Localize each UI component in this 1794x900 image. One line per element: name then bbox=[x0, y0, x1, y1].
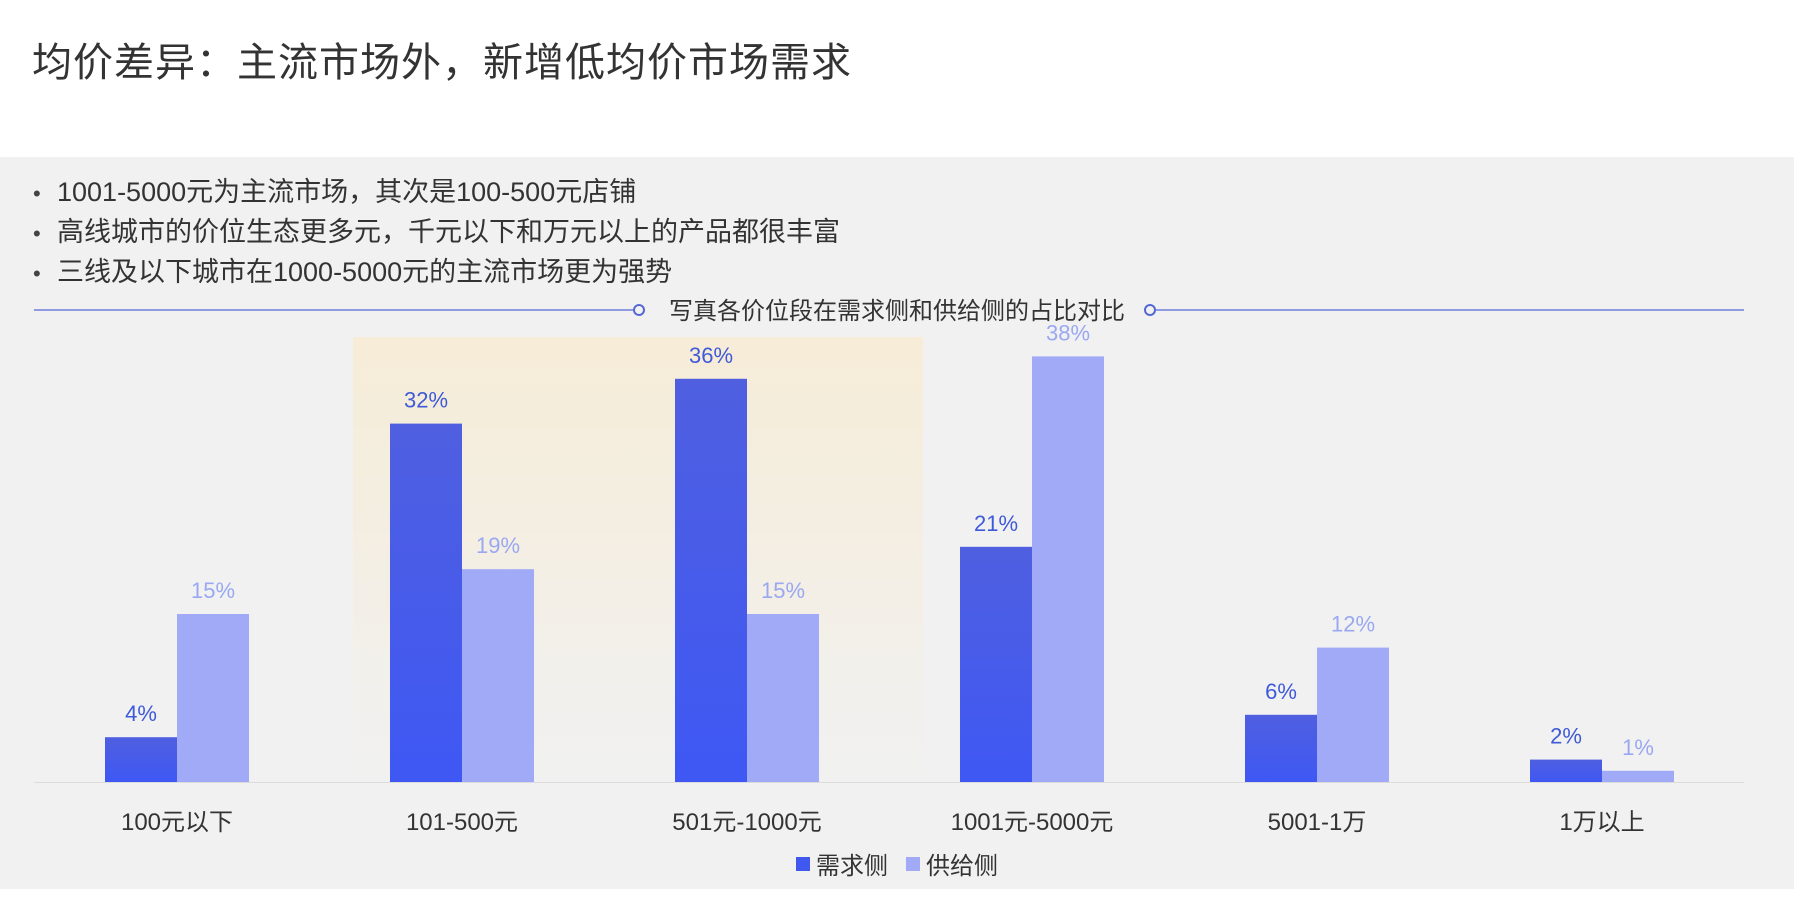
legend-label: 需求侧 bbox=[816, 853, 888, 880]
legend-item-supply: 供给侧 bbox=[906, 846, 998, 881]
data-label-demand: 4% bbox=[125, 701, 157, 726]
data-label-supply: 1% bbox=[1622, 735, 1654, 760]
legend-swatch bbox=[906, 856, 920, 871]
bullet-text: 三线及以下城市在1000-5000元的主流市场更为强势 bbox=[57, 257, 673, 287]
page-title: 均价差异：主流市场外，新增低均价市场需求 bbox=[32, 41, 852, 85]
bar-demand bbox=[960, 546, 1032, 782]
title-ring-right-icon bbox=[1144, 304, 1156, 316]
bullet-text: 1001-5000元为主流市场，其次是100-500元店铺 bbox=[57, 177, 637, 207]
data-label-demand: 21% bbox=[974, 511, 1018, 536]
legend-label: 供给侧 bbox=[926, 853, 998, 880]
bullet-dot-icon: • bbox=[33, 181, 41, 206]
data-label-demand: 32% bbox=[404, 388, 448, 413]
bar-supply bbox=[1602, 770, 1674, 782]
bar-supply bbox=[177, 614, 249, 782]
bullet-item: • 1001-5000元为主流市场，其次是100-500元店铺 bbox=[33, 172, 840, 212]
chart-title: 写真各价位段在需求侧和供给侧的占比对比 bbox=[669, 298, 1125, 325]
bullet-text: 高线城市的价位生态更多元，千元以下和万元以上的产品都很丰富 bbox=[57, 217, 840, 247]
data-label-demand: 2% bbox=[1550, 724, 1582, 749]
bars-group: 4% 15% 32% 19% 36% 15% 21% 38% 6% 12% 2% 1% bbox=[105, 320, 1674, 782]
x-tick-label: 100元以下 bbox=[121, 809, 233, 836]
bar-supply bbox=[1317, 647, 1389, 782]
data-label-supply: 12% bbox=[1331, 612, 1375, 637]
bullet-list: • 1001-5000元为主流市场，其次是100-500元店铺 • 高线城市的价位生… bbox=[33, 172, 840, 292]
x-tick-label: 5001-1万 bbox=[1268, 809, 1367, 836]
bar-demand bbox=[390, 423, 462, 782]
x-tick-label: 101-500元 bbox=[406, 809, 518, 836]
data-label-supply: 15% bbox=[761, 578, 805, 603]
bar-demand bbox=[105, 737, 177, 782]
bullet-dot-icon: • bbox=[33, 221, 41, 246]
legend-item-demand: 需求侧 bbox=[796, 846, 888, 881]
bullet-item: • 三线及以下城市在1000-5000元的主流市场更为强势 bbox=[33, 252, 840, 292]
legend-swatch bbox=[796, 856, 810, 871]
bar-demand bbox=[1530, 759, 1602, 782]
bullet-dot-icon: • bbox=[33, 261, 41, 286]
data-label-demand: 36% bbox=[689, 343, 733, 368]
bullet-item: • 高线城市的价位生态更多元，千元以下和万元以上的产品都很丰富 bbox=[33, 212, 840, 252]
title-ring-left-icon bbox=[633, 304, 645, 316]
data-label-supply: 15% bbox=[191, 578, 235, 603]
x-tick-label: 1001元-5000元 bbox=[951, 809, 1114, 836]
x-tick-labels: 100元以下 101-500元 501元-1000元 1001元-5000元 5001-… bbox=[121, 809, 1645, 836]
data-label-supply: 38% bbox=[1046, 320, 1090, 345]
bar-supply bbox=[462, 569, 534, 782]
bar-supply bbox=[1032, 356, 1104, 782]
x-tick-label: 501元-1000元 bbox=[672, 809, 821, 836]
bar-supply bbox=[747, 614, 819, 782]
data-label-demand: 6% bbox=[1265, 679, 1297, 704]
data-label-supply: 19% bbox=[476, 533, 520, 558]
x-tick-label: 1万以上 bbox=[1559, 809, 1644, 836]
bar-demand bbox=[1245, 714, 1317, 782]
legend: 需求侧 供给侧 bbox=[0, 846, 1794, 881]
bar-demand bbox=[675, 378, 747, 782]
